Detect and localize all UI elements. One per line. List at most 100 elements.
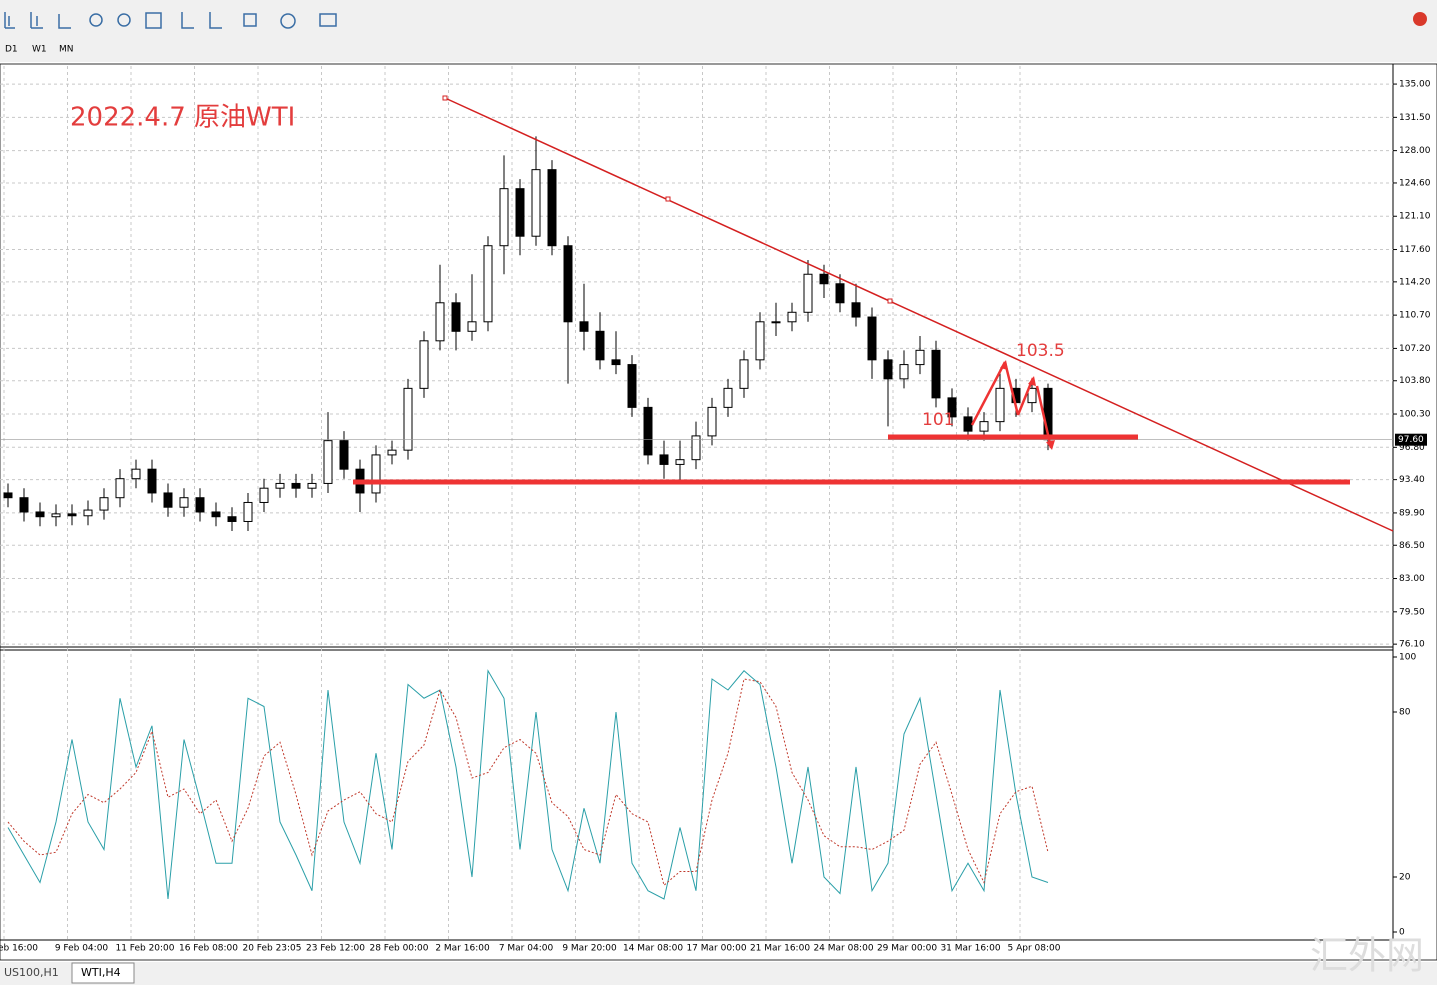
candle-body: [131, 468, 141, 480]
y-tick-label: 86.50: [1399, 541, 1425, 551]
indicator-line: [7, 669, 1049, 900]
y-tick-label: 20: [1399, 873, 1411, 883]
candle-body: [291, 482, 301, 489]
y-tick-label: 128.00: [1399, 146, 1431, 156]
x-tick-label: 11 Feb 20:00: [115, 944, 174, 954]
candle-body: [307, 482, 317, 489]
candle-body: [163, 492, 173, 508]
candle-body: [595, 330, 605, 361]
candle-body: [771, 321, 781, 324]
candle-body: [787, 311, 797, 323]
x-tick-label: 29 Mar 00:00: [877, 944, 937, 954]
x-tick-label: 23 Feb 12:00: [306, 944, 365, 954]
candle-body: [451, 302, 461, 332]
active-tab[interactable]: [71, 962, 135, 984]
x-tick-label: 14 Mar 08:00: [623, 944, 683, 954]
candle-body: [995, 387, 1005, 423]
candle-body: [819, 273, 829, 285]
y-tick-label: 79.50: [1399, 607, 1425, 617]
trend-line: [444, 97, 1394, 532]
y-tick-label: 89.90: [1399, 508, 1425, 518]
tab[interactable]: US100,H1: [4, 966, 59, 979]
alert-badge[interactable]: [1413, 12, 1427, 26]
candle-body: [803, 273, 813, 313]
x-tick-label: 24 Mar 08:00: [813, 944, 873, 954]
current-price-box: [1395, 433, 1427, 446]
candle-body: [707, 406, 717, 437]
tab[interactable]: WTI,H4: [81, 966, 121, 979]
x-tick-label: 9 Mar 20:00: [562, 944, 617, 954]
candle-body: [531, 169, 541, 237]
candle-body: [371, 454, 381, 494]
candle-body: [115, 478, 125, 499]
period-w1[interactable]: W1: [32, 45, 47, 55]
period-mn[interactable]: MN: [59, 45, 74, 55]
candle-body: [659, 454, 669, 465]
candle-body: [467, 321, 477, 332]
y-tick-label: 76.10: [1399, 640, 1425, 650]
watermark: 汇外网: [1310, 934, 1424, 978]
candle-body: [211, 511, 221, 518]
x-tick-label: 16 Feb 08:00: [179, 944, 238, 954]
candle-body: [963, 416, 973, 432]
x-tick-label: 28 Feb 00:00: [369, 944, 428, 954]
candle-body: [83, 509, 93, 517]
y-tick-label: 110.70: [1399, 311, 1431, 321]
y-tick-label: 117.60: [1399, 245, 1431, 255]
candle-body: [867, 316, 877, 361]
y-tick-label: 80: [1399, 708, 1411, 718]
y-tick-label: 0: [1399, 928, 1405, 938]
candle-body: [611, 359, 621, 366]
current-price-label: 97.60: [1398, 435, 1424, 445]
y-tick-label: 107.20: [1399, 344, 1431, 354]
candle-body: [515, 188, 525, 237]
annotation: 103.5: [1016, 341, 1065, 361]
candle-body: [403, 387, 413, 451]
y-tick-label: 100: [1399, 653, 1416, 663]
candle-body: [483, 245, 493, 323]
candle-body: [499, 188, 509, 247]
candle-body: [627, 364, 637, 408]
annotation: 101: [922, 410, 954, 430]
candle-body: [1027, 387, 1037, 404]
candle-body: [643, 406, 653, 456]
x-tick-label: 20 Feb 23:05: [242, 944, 301, 954]
y-tick-label: 131.50: [1399, 113, 1431, 123]
candle-body: [435, 302, 445, 342]
candle-body: [3, 492, 13, 499]
toolbar-icons[interactable]: [4, 12, 337, 29]
candle-body: [179, 497, 189, 508]
y-tick-label: 135.00: [1399, 80, 1431, 90]
candle-body: [195, 497, 205, 513]
x-tick-label: 5 Apr 08:00: [1008, 944, 1061, 954]
candle-body: [51, 513, 61, 518]
zigzag-arrow: [970, 361, 1053, 449]
candle-body: [883, 359, 893, 380]
candle-body: [579, 321, 589, 332]
candle-body: [227, 516, 237, 522]
candle-body: [547, 169, 557, 247]
x-tick-label: 21 Mar 16:00: [750, 944, 810, 954]
trend-handle: [887, 298, 893, 304]
candle-body: [899, 364, 909, 380]
x-tick-label: 17 Mar 00:00: [686, 944, 746, 954]
candle-body: [243, 501, 253, 522]
toolbar: [0, 0, 1437, 62]
x-tick-label: 9 Feb 04:00: [55, 944, 109, 954]
candle-body: [563, 245, 573, 323]
candle-body: [339, 440, 349, 470]
candle-body: [723, 387, 733, 408]
candle-body: [947, 397, 957, 418]
candle-body: [19, 497, 29, 513]
candle-body: [915, 349, 925, 366]
candle-body: [99, 497, 109, 511]
candle-body: [35, 511, 45, 518]
arrow-head: [1000, 360, 1055, 450]
x-tick-label: 7 Mar 04:00: [499, 944, 554, 954]
chart-title: 2022.4.7 原油WTI: [70, 103, 295, 133]
y-tick-label: 114.20: [1399, 277, 1431, 287]
period-d1[interactable]: D1: [5, 45, 18, 55]
chart: [0, 66, 1393, 940]
